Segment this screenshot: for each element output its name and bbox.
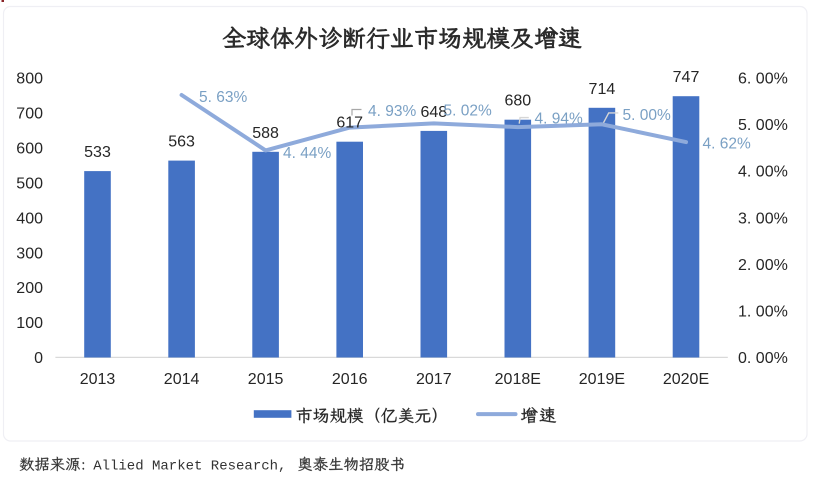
svg-text:563: 563 [168,134,195,151]
svg-text:100: 100 [16,315,43,332]
svg-text:5. 00%: 5. 00% [623,107,671,124]
svg-text:747: 747 [673,69,700,86]
svg-text:0: 0 [34,350,43,367]
svg-text:2013: 2013 [80,371,116,388]
svg-text:4. 93%: 4. 93% [368,103,416,120]
svg-text:2015: 2015 [248,371,284,388]
svg-text:2016: 2016 [332,371,368,388]
svg-text:2. 00%: 2. 00% [738,257,788,274]
svg-text:5. 00%: 5. 00% [738,117,788,134]
svg-text:2014: 2014 [164,371,200,388]
svg-text:700: 700 [16,105,43,122]
svg-text:1. 00%: 1. 00% [738,304,788,321]
svg-text:4. 00%: 4. 00% [738,164,788,181]
svg-text:2018E: 2018E [495,371,541,388]
svg-text:617: 617 [336,115,363,132]
svg-text:2020E: 2020E [663,371,709,388]
svg-text:4. 62%: 4. 62% [703,136,751,153]
svg-text:714: 714 [589,81,616,98]
svg-text:Allied Market Research,: Allied Market Research, [93,459,286,475]
svg-text:800: 800 [16,70,43,87]
svg-text:4. 44%: 4. 44% [283,145,331,162]
svg-text:300: 300 [16,245,43,262]
svg-text:680: 680 [504,93,531,110]
svg-text:6. 00%: 6. 00% [738,70,788,87]
svg-text:600: 600 [16,140,43,157]
svg-text:533: 533 [84,144,111,161]
svg-text:2019E: 2019E [579,371,625,388]
svg-text:4. 94%: 4. 94% [535,110,583,127]
svg-text:3. 00%: 3. 00% [738,210,788,227]
svg-text:2017: 2017 [416,371,452,388]
svg-text:0. 00%: 0. 00% [738,350,788,367]
svg-text:5. 02%: 5. 02% [444,102,492,119]
svg-text:5. 63%: 5. 63% [199,89,247,106]
svg-text:648: 648 [420,104,447,121]
svg-text:588: 588 [252,125,279,142]
svg-text:400: 400 [16,210,43,227]
svg-text:500: 500 [16,175,43,192]
svg-text:200: 200 [16,280,43,297]
